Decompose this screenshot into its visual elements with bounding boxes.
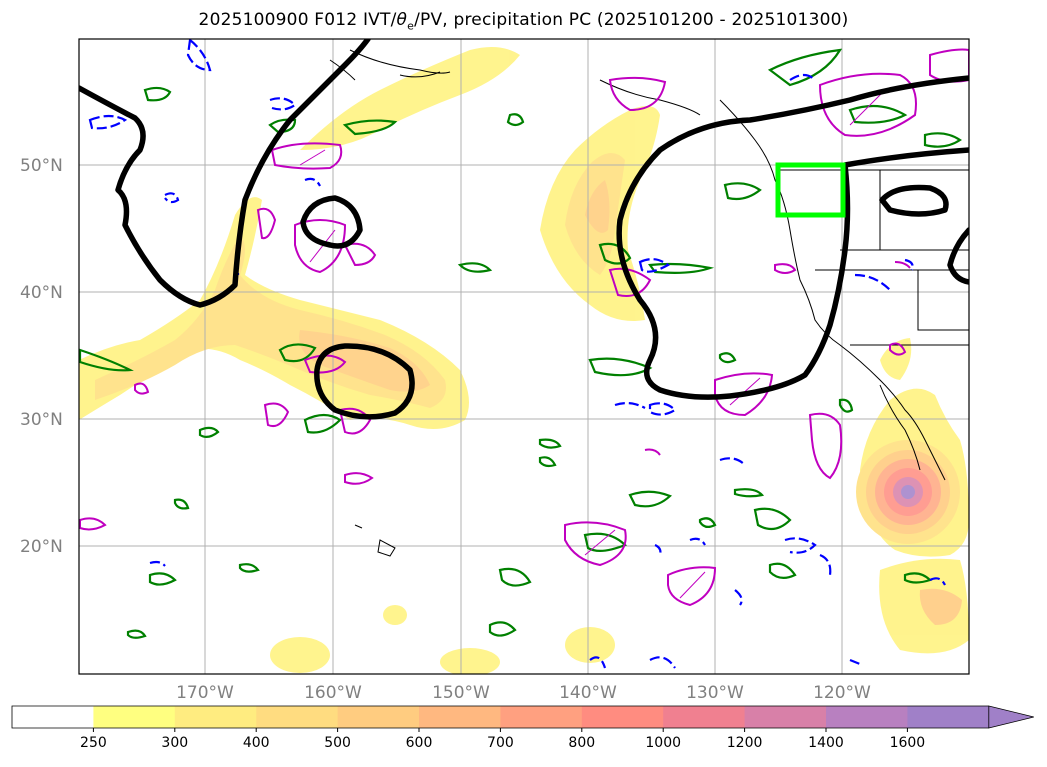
colorbar-extend-arrow <box>988 705 1034 729</box>
colorbar-tick-label: 1000 <box>645 735 681 751</box>
target-region-box <box>775 162 846 218</box>
coastlines <box>329 49 969 557</box>
lon-label-120w: 120°W <box>813 683 871 703</box>
colorbar-segment <box>663 706 746 728</box>
colorbar-segment <box>174 706 257 728</box>
precip-hatching <box>299 89 886 599</box>
colorbar-tick-label: 400 <box>243 735 270 751</box>
pv-contours <box>79 39 969 420</box>
map-title: 2025100900 F012 IVT/θe/PV, precipitation… <box>198 10 849 33</box>
colorbar-segment <box>93 706 176 728</box>
colorbar-segment <box>419 706 501 728</box>
colorbar-tick-label: 1200 <box>727 735 763 751</box>
lon-label-150w: 150°W <box>432 683 490 703</box>
lat-label-40n: 40°N <box>20 283 63 303</box>
colorbar-segment <box>826 706 908 728</box>
precipitation-contours <box>79 48 969 607</box>
colorbar-tick-label: 600 <box>406 735 433 751</box>
lon-label-160w: 160°W <box>304 683 362 703</box>
colorbar-tick-label: 700 <box>487 735 514 751</box>
colorbar-tick-label: 500 <box>324 735 351 751</box>
colorbar-tick-label: 250 <box>80 735 107 751</box>
colorbar-tick-label: 1400 <box>808 735 844 751</box>
colorbar-segment <box>907 706 990 728</box>
lat-label-30n: 30°N <box>20 410 63 430</box>
colorbar-segment <box>12 706 94 728</box>
colorbar-segment <box>744 706 827 728</box>
colorbar: 250 300 400 500 600 700 800 1000 1200 1400 1600 <box>11 705 1034 751</box>
colorbar-tick-label: 1600 <box>890 735 926 751</box>
colorbar-tick-label: 300 <box>161 735 188 751</box>
lon-label-130w: 130°W <box>686 683 744 703</box>
graticule <box>79 39 969 674</box>
lon-label-170w: 170°W <box>176 683 234 703</box>
colorbar-segment <box>256 706 339 728</box>
map-background <box>79 39 969 674</box>
colorbar-segment <box>337 706 420 728</box>
lat-label-20n: 20°N <box>20 537 63 557</box>
lat-label-50n: 50°N <box>20 156 63 176</box>
lon-label-140w: 140°W <box>559 683 617 703</box>
colorbar-segment <box>500 706 583 728</box>
theta-e-contours-green <box>79 48 962 639</box>
colorbar-tick-label: 800 <box>568 735 595 751</box>
map-frame <box>78 38 970 675</box>
colorbar-segment <box>581 706 664 728</box>
ivt-shading <box>79 46 969 674</box>
